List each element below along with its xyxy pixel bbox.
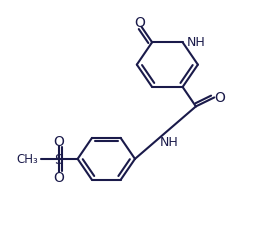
Text: O: O: [53, 134, 64, 148]
Text: O: O: [214, 91, 225, 104]
Text: S: S: [54, 152, 63, 166]
Text: NH: NH: [159, 136, 178, 148]
Text: NH: NH: [187, 36, 205, 49]
Text: O: O: [53, 170, 64, 184]
Text: CH₃: CH₃: [17, 153, 38, 165]
Text: O: O: [135, 16, 146, 30]
